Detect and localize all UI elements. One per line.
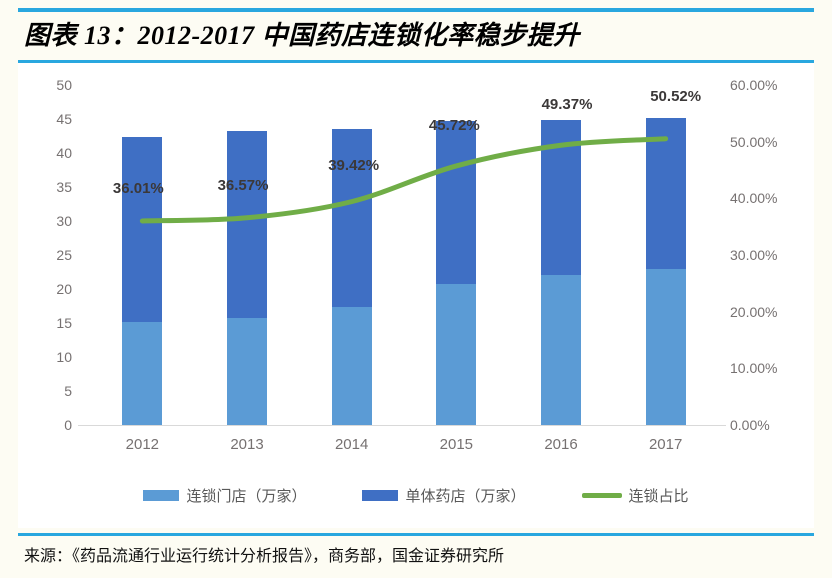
y-axis-right-tick: 50.00% (730, 133, 778, 150)
x-axis-tick-label: 2013 (230, 436, 264, 453)
bar-segment-chain-stores (331, 307, 372, 425)
bar-segment-chain-stores (645, 268, 686, 425)
bar-segment-single-stores (122, 137, 163, 323)
y-axis-left-tick: 15 (56, 315, 72, 331)
y-axis-left-tick: 20 (56, 281, 72, 297)
legend-item-label: 连锁占比 (628, 486, 689, 505)
y-axis-left-tick: 0 (64, 417, 72, 433)
bar-segment-chain-stores (227, 318, 267, 425)
data-label-chain-ratio: 36.01% (112, 179, 164, 197)
y-axis-left-tick: 40 (56, 145, 72, 161)
bar-segment-chain-stores (122, 322, 163, 425)
page-title: 图表 13：2012-2017 中国药店连锁化率稳步提升 (24, 21, 580, 50)
legend-item-label: 单体药店（万家） (405, 486, 526, 505)
bar-segment-single-stores (227, 130, 267, 319)
bar-segment-single-stores (436, 121, 477, 285)
x-axis-line (78, 425, 726, 426)
bottom-accent-rule (18, 533, 814, 536)
legend-item-label: 连锁门店（万家） (186, 486, 307, 505)
y-axis-right-tick: 0.00% (730, 417, 770, 433)
x-axis-tick-label: 2015 (439, 436, 474, 453)
y-axis-left-tick: 25 (56, 247, 72, 263)
data-label-chain-ratio: 39.42% (328, 156, 380, 174)
legend-color-swatch-icon (362, 489, 399, 501)
x-axis-tick-label: 2014 (334, 436, 369, 453)
y-axis-right-tick: 30.00% (730, 247, 778, 263)
bar-segment-single-stores (331, 129, 372, 308)
data-label-chain-ratio: 36.57% (217, 176, 269, 194)
legend-item[interactable]: 单体药店（万家） (362, 485, 526, 506)
bar-segment-chain-stores (541, 274, 581, 425)
legend-color-swatch-icon (143, 489, 180, 501)
bar-segment-single-stores (541, 120, 581, 275)
y-axis-left-tick: 50 (56, 77, 72, 93)
y-axis-right-tick: 10.00% (730, 360, 778, 377)
x-axis-tick-label: 2016 (544, 436, 578, 453)
y-axis-left-tick: 45 (56, 111, 72, 127)
x-axis-tick-label: 2012 (125, 436, 160, 453)
legend-item[interactable]: 连锁门店（万家） (143, 485, 306, 506)
data-label-chain-ratio: 50.52% (650, 87, 702, 105)
legend-item[interactable]: 连锁占比 (581, 485, 689, 506)
title-underline-rule (18, 60, 814, 63)
source-note: 来源：《药品流通行业运行统计分析报告》，商务部，国金证券研究所 (24, 546, 505, 565)
y-axis-left-tick: 5 (64, 383, 72, 399)
x-axis-tick-label: 2017 (648, 436, 683, 453)
y-axis-left-tick: 35 (56, 179, 72, 195)
legend-line-swatch-icon (581, 492, 622, 498)
plot-area: 0 5 10 15 20 25 30 35 40 45 50 0.00% 10.00% 20.00% 30.… (18, 63, 814, 528)
data-label-chain-ratio: 49.37% (541, 96, 593, 114)
y-axis-left-tick: 10 (56, 349, 72, 365)
y-axis-right-tick: 40.00% (730, 190, 778, 207)
chart-legend: 连锁门店（万家） 单体药店（万家） 连锁占比 (18, 480, 814, 510)
top-accent-rule (18, 8, 814, 12)
y-axis-right-tick: 20.00% (730, 303, 778, 320)
data-label-chain-ratio: 45.72% (428, 116, 480, 134)
y-axis-left-tick: 30 (56, 213, 72, 229)
bar-segment-single-stores (645, 118, 686, 269)
bar-segment-chain-stores (436, 284, 477, 425)
y-axis-right-tick: 60.00% (730, 77, 778, 93)
